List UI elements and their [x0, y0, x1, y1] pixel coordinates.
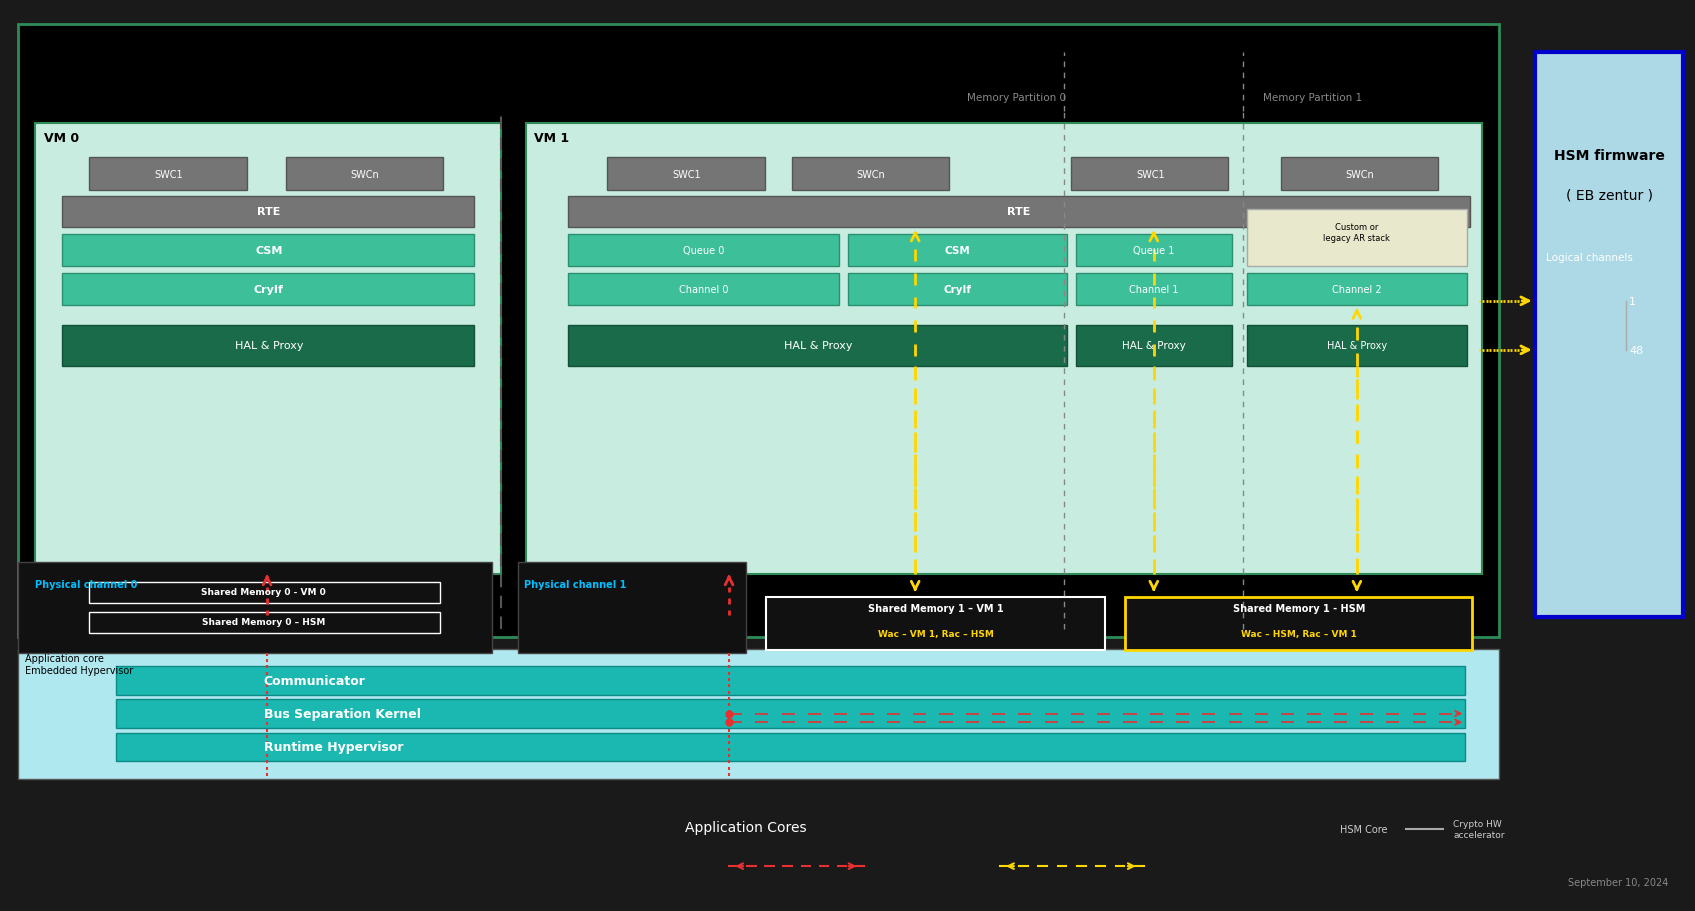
Text: HAL & Proxy: HAL & Proxy: [1122, 341, 1186, 351]
Text: Memory Partition 1: Memory Partition 1: [1263, 93, 1363, 103]
Text: CryIf: CryIf: [254, 284, 283, 294]
Bar: [36, 124, 500, 574]
Text: Shared Memory 1 - HSM: Shared Memory 1 - HSM: [1234, 604, 1366, 614]
Text: HSM Core: HSM Core: [1339, 824, 1387, 834]
Bar: [117, 700, 1464, 728]
Text: SWC1: SWC1: [154, 169, 183, 179]
Text: Channel 0: Channel 0: [680, 284, 729, 294]
Bar: [63, 325, 473, 366]
Text: SWCn: SWCn: [351, 169, 380, 179]
Text: ( EB zentur ): ( EB zentur ): [1566, 188, 1653, 202]
Text: Wac – HSM, Rac – VM 1: Wac – HSM, Rac – VM 1: [1241, 630, 1358, 639]
Text: CSM: CSM: [254, 246, 283, 256]
Text: September 10, 2024: September 10, 2024: [1568, 877, 1668, 887]
Text: Physical channel 1: Physical channel 1: [524, 579, 627, 589]
Text: RTE: RTE: [258, 208, 280, 217]
Text: SWC1: SWC1: [673, 169, 702, 179]
Bar: [286, 158, 442, 191]
Text: 1: 1: [1629, 296, 1636, 306]
Text: Embedded Hypervisor: Embedded Hypervisor: [25, 665, 134, 675]
Text: Shared Memory 0 – HSM: Shared Memory 0 – HSM: [202, 618, 325, 627]
Text: Channel 2: Channel 2: [1332, 284, 1381, 294]
Bar: [1248, 210, 1466, 267]
Bar: [63, 235, 473, 267]
Text: HAL & Proxy: HAL & Proxy: [785, 341, 853, 351]
Text: Shared Memory 1 – VM 1: Shared Memory 1 – VM 1: [868, 604, 1003, 614]
Bar: [1125, 597, 1471, 650]
Text: CryIf: CryIf: [944, 284, 971, 294]
Bar: [517, 562, 746, 653]
Text: Channel 1: Channel 1: [1129, 284, 1178, 294]
Bar: [1534, 53, 1683, 618]
Bar: [1076, 235, 1232, 267]
Text: Queue 0: Queue 0: [683, 246, 724, 256]
Bar: [63, 197, 473, 228]
Bar: [1076, 274, 1232, 305]
Text: RTE: RTE: [1007, 208, 1031, 217]
Bar: [848, 274, 1068, 305]
Bar: [568, 325, 1068, 366]
Text: SWCn: SWCn: [856, 169, 885, 179]
Text: Application core: Application core: [25, 653, 103, 663]
Text: HAL & Proxy: HAL & Proxy: [234, 341, 303, 351]
Bar: [1248, 325, 1466, 366]
Bar: [90, 158, 247, 191]
Text: Communicator: Communicator: [264, 674, 366, 687]
Bar: [1281, 158, 1437, 191]
Bar: [1248, 274, 1466, 305]
Text: Crypto HW
accelerator: Crypto HW accelerator: [1453, 819, 1505, 839]
Text: Queue 1: Queue 1: [1132, 246, 1175, 256]
Text: VM 1: VM 1: [534, 132, 570, 145]
Bar: [568, 274, 839, 305]
Bar: [848, 235, 1068, 267]
Bar: [117, 666, 1464, 695]
Bar: [19, 26, 1498, 637]
Text: 48: 48: [1629, 345, 1644, 355]
Text: Shared Memory 0 - VM 0: Shared Memory 0 - VM 0: [202, 588, 325, 597]
Text: Wac – VM 1, Rac – HSM: Wac – VM 1, Rac – HSM: [878, 630, 993, 639]
Bar: [1076, 325, 1232, 366]
Text: HAL & Proxy: HAL & Proxy: [1327, 341, 1387, 351]
Text: Memory Partition 0: Memory Partition 0: [968, 93, 1066, 103]
Text: Bus Separation Kernel: Bus Separation Kernel: [264, 707, 420, 721]
Bar: [19, 649, 1498, 779]
Bar: [568, 235, 839, 267]
Bar: [525, 124, 1481, 574]
Text: SWCn: SWCn: [1346, 169, 1375, 179]
Text: SWC1: SWC1: [1136, 169, 1164, 179]
Bar: [90, 612, 439, 633]
Bar: [117, 732, 1464, 761]
Bar: [568, 197, 1470, 228]
Text: Runtime Hypervisor: Runtime Hypervisor: [264, 741, 403, 753]
Bar: [607, 158, 764, 191]
Text: HSM firmware: HSM firmware: [1554, 148, 1664, 162]
Bar: [1071, 158, 1229, 191]
Text: CSM: CSM: [944, 246, 970, 256]
Text: Physical channel 0: Physical channel 0: [36, 579, 137, 589]
Text: Application Cores: Application Cores: [685, 820, 807, 834]
Text: VM 0: VM 0: [44, 132, 80, 145]
Bar: [19, 562, 492, 653]
Bar: [90, 582, 439, 603]
Bar: [792, 158, 949, 191]
Text: Custom or
legacy AR stack: Custom or legacy AR stack: [1324, 223, 1390, 242]
Bar: [766, 597, 1105, 650]
Text: Logical channels: Logical channels: [1546, 252, 1634, 262]
Bar: [63, 274, 473, 305]
